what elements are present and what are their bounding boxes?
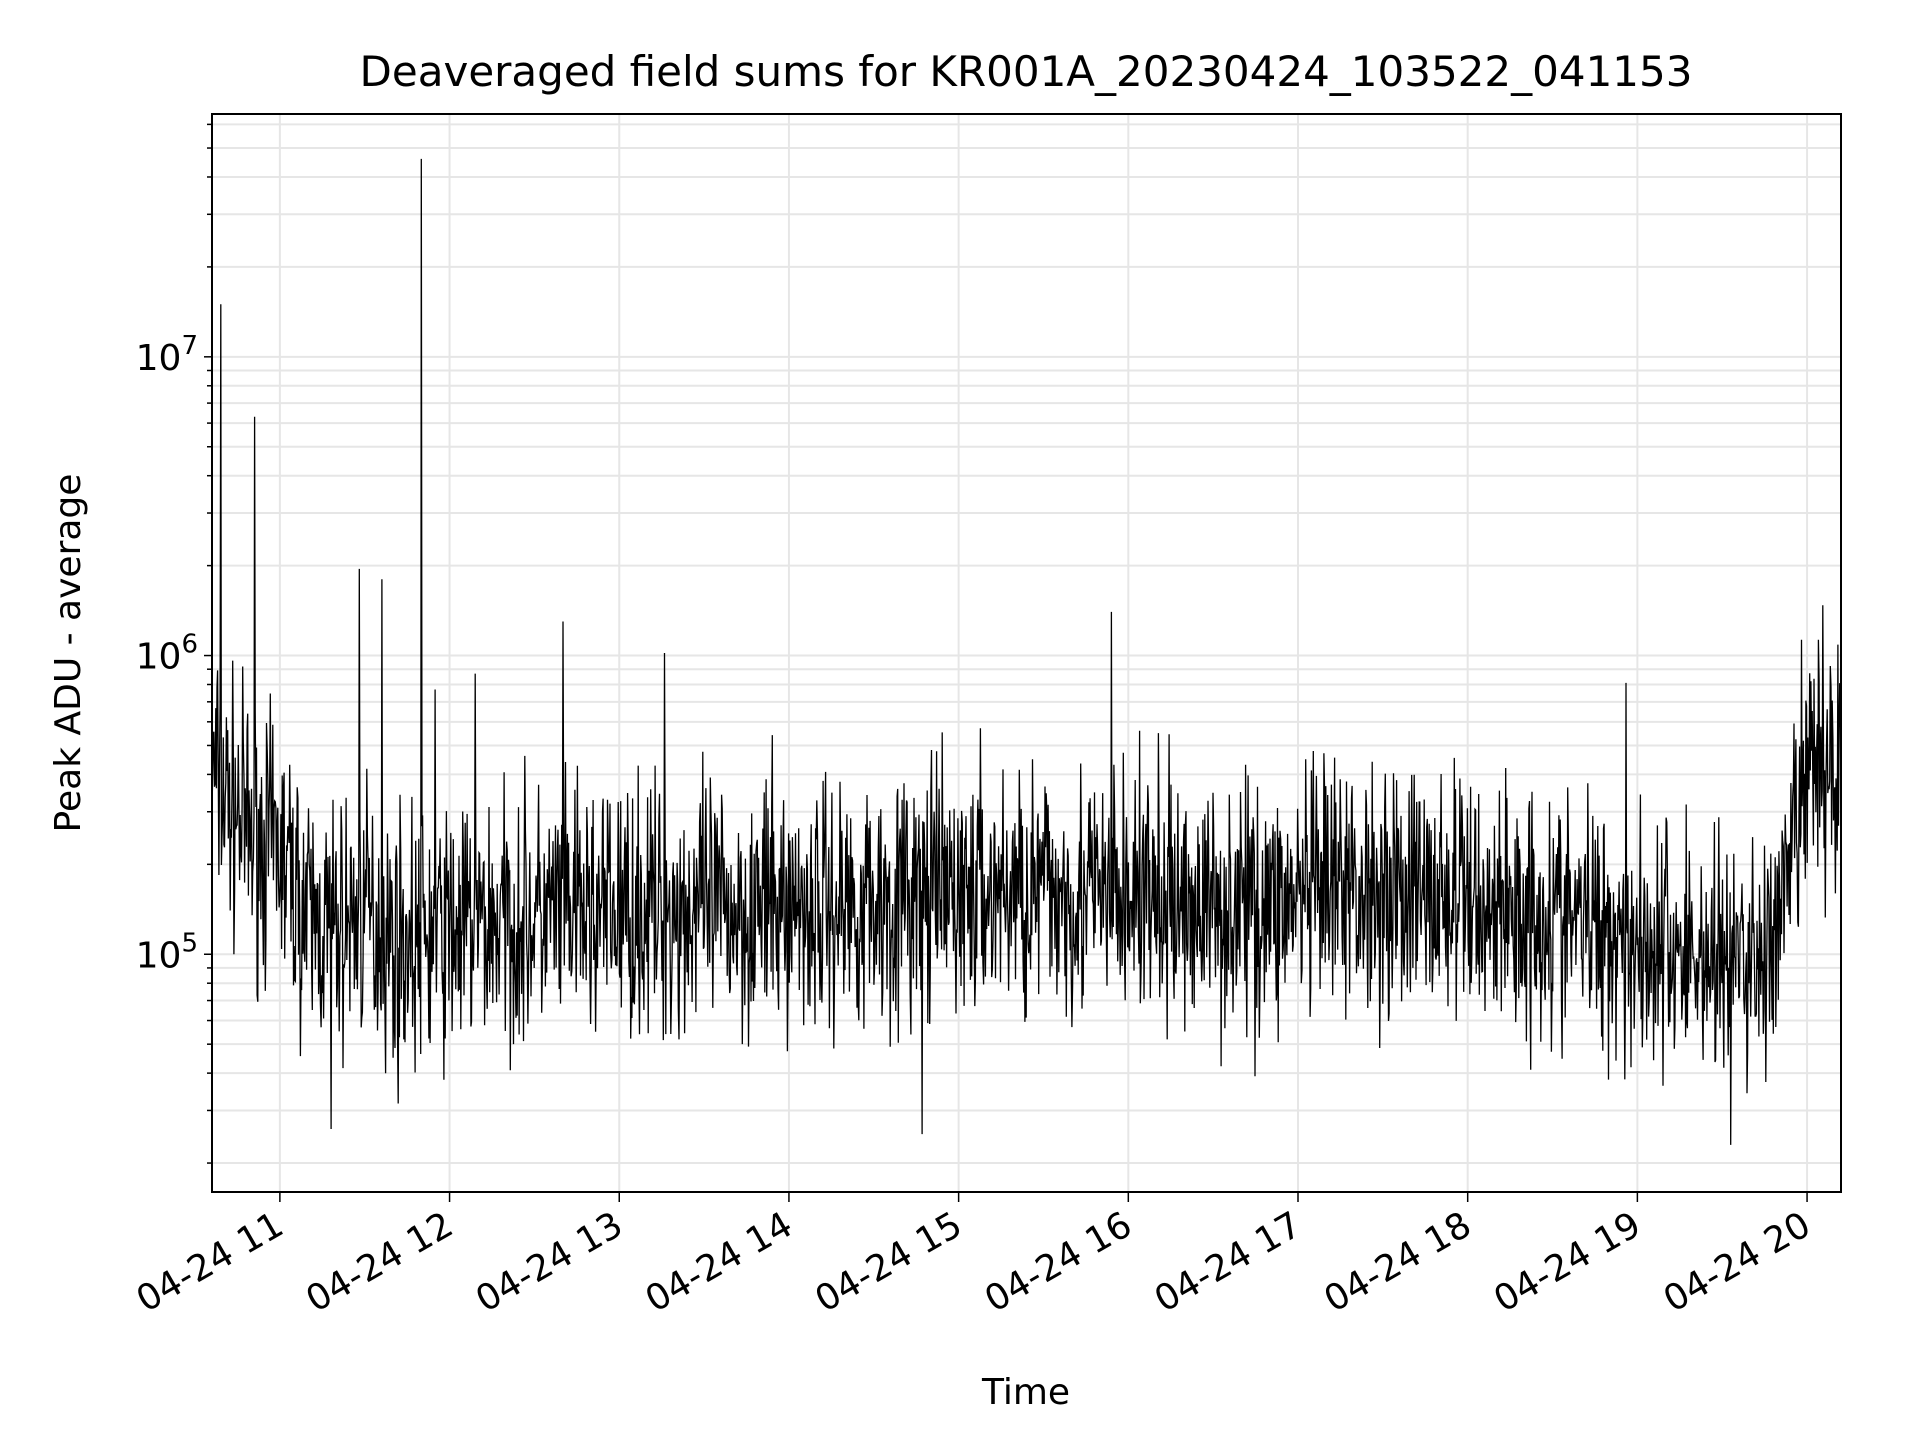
y-axis-label: Peak ADU - average	[48, 474, 89, 833]
y-tick-label: 105	[136, 928, 198, 976]
series-line	[211, 158, 1842, 1145]
x-axis-label: Time	[981, 1372, 1070, 1413]
chart-title: Deaveraged field sums for KR001A_2023042…	[360, 47, 1693, 96]
y-tick-label: 106	[136, 630, 198, 678]
y-axis-ticks: 105 106 107	[136, 123, 212, 1164]
y-tick-label: 107	[136, 331, 198, 379]
data-series	[211, 158, 1842, 1145]
plot-frame	[211, 113, 1842, 1193]
